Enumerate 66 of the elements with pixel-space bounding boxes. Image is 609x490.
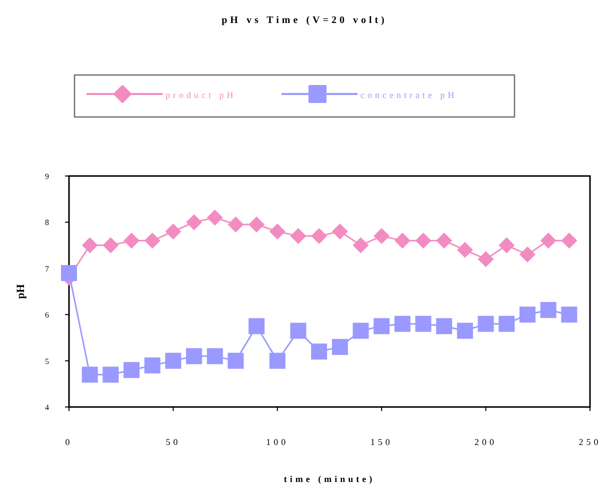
point xyxy=(561,306,578,323)
y-axis-title: pH xyxy=(15,284,27,299)
x-tick-label: 100 xyxy=(266,437,289,447)
x-axis-title: time (minute) xyxy=(284,474,376,484)
x-tick-label: 150 xyxy=(370,437,393,447)
point xyxy=(290,228,306,244)
point xyxy=(332,338,348,355)
point xyxy=(394,232,410,249)
point xyxy=(478,251,494,268)
point xyxy=(206,210,223,226)
point xyxy=(540,232,556,249)
point xyxy=(206,348,223,364)
x-tick-label: 0 xyxy=(65,437,73,447)
point xyxy=(228,216,244,233)
point xyxy=(374,228,390,244)
point xyxy=(332,223,348,240)
point xyxy=(540,302,556,318)
point xyxy=(248,216,265,233)
point xyxy=(311,228,328,244)
point xyxy=(165,352,182,369)
point xyxy=(352,237,369,254)
point xyxy=(186,214,202,230)
point xyxy=(311,344,328,360)
point xyxy=(519,306,536,323)
point xyxy=(561,232,578,249)
point xyxy=(61,265,77,282)
point xyxy=(456,322,473,339)
point xyxy=(186,348,202,364)
point xyxy=(82,237,98,254)
point xyxy=(519,246,536,263)
point xyxy=(498,237,515,254)
point xyxy=(415,232,432,249)
point xyxy=(478,316,494,332)
point xyxy=(415,316,432,332)
x-tick-label: 200 xyxy=(474,437,498,447)
point xyxy=(165,223,182,240)
y-tick-label: 8 xyxy=(45,218,49,228)
point xyxy=(436,232,452,249)
point xyxy=(498,316,515,332)
point xyxy=(352,322,369,339)
point xyxy=(248,318,265,334)
point xyxy=(82,366,98,383)
x-tick-label: 50 xyxy=(166,437,181,447)
text: product pH xyxy=(166,90,236,100)
point xyxy=(228,352,244,369)
point xyxy=(269,352,286,369)
point xyxy=(144,357,160,374)
point xyxy=(436,318,452,334)
text: concentrate pH xyxy=(360,90,458,100)
y-tick-label: 6 xyxy=(45,310,49,320)
point xyxy=(124,362,140,378)
point xyxy=(102,237,119,254)
point xyxy=(290,322,306,339)
point xyxy=(456,242,473,258)
y-tick-label: 7 xyxy=(45,264,49,274)
y-tick-label: 4 xyxy=(45,403,49,412)
y-tick-label: 9 xyxy=(45,172,49,181)
point xyxy=(374,318,390,334)
point xyxy=(394,316,410,332)
chart-title: pH vs Time (V=20 volt) xyxy=(222,15,388,26)
point xyxy=(144,232,160,249)
point xyxy=(269,223,286,240)
point xyxy=(124,232,140,249)
x-tick-label: 250 xyxy=(578,437,602,447)
y-tick-label: 5 xyxy=(45,356,49,366)
point xyxy=(102,366,119,383)
